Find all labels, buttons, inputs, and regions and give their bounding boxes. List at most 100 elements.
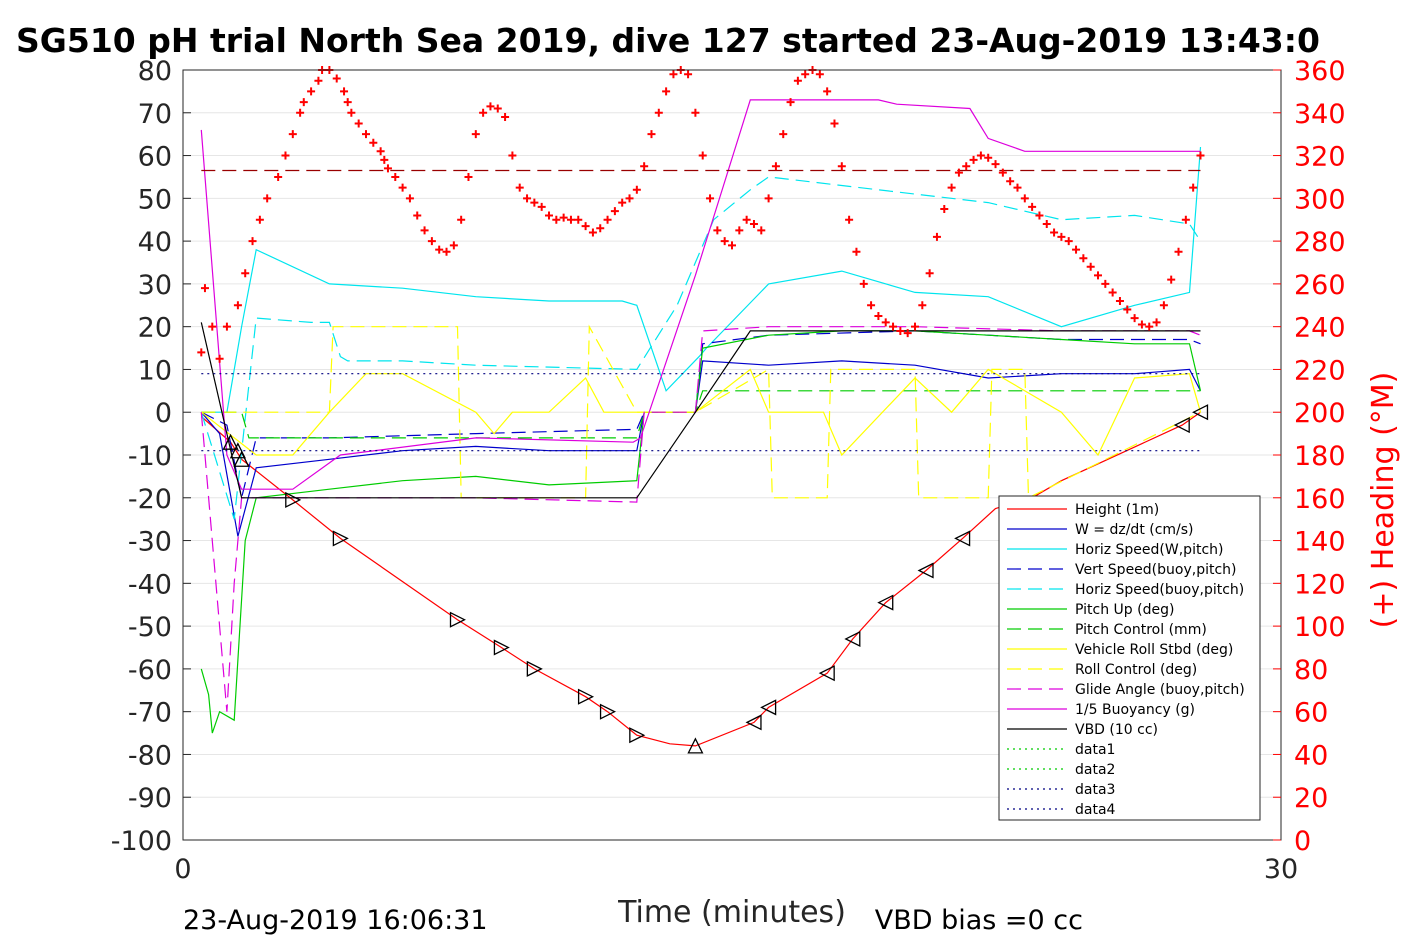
heading-point xyxy=(391,172,400,181)
heading-point xyxy=(911,322,919,331)
height-marker xyxy=(818,665,835,682)
y-right-tick-label: 0 xyxy=(1294,826,1311,857)
heading-point xyxy=(998,168,1007,177)
y-right-tick-label: 140 xyxy=(1294,527,1346,558)
y-tick-label: -80 xyxy=(128,740,172,771)
height-marker xyxy=(599,703,617,720)
heading-point xyxy=(1042,220,1051,228)
legend-label: Horiz Speed(buoy,pitch) xyxy=(1075,582,1244,598)
series-line xyxy=(200,326,1201,712)
legend-label: Vert Speed(buoy,pitch) xyxy=(1075,562,1237,578)
y-tick-label: -10 xyxy=(128,441,172,472)
heading-point xyxy=(837,162,846,171)
heading-point xyxy=(1079,254,1088,263)
heading-point xyxy=(1064,237,1073,246)
heading-point xyxy=(632,185,641,194)
height-marker xyxy=(332,530,349,547)
heading-point xyxy=(383,164,392,173)
heading-point xyxy=(1035,211,1044,220)
y-right-tick-label: 160 xyxy=(1294,484,1346,515)
heading-point xyxy=(1189,183,1198,192)
y-tick-label: 30 xyxy=(138,270,172,301)
legend-items: Height (1m) W = dz/dt (cm/s) Horiz Speed(W… xyxy=(1007,502,1245,818)
x-axis: 0 30 xyxy=(174,832,1298,885)
heading-point xyxy=(274,172,283,181)
heading-point xyxy=(823,87,832,96)
heading-point xyxy=(867,301,876,310)
heading-point xyxy=(581,222,590,231)
y-tick-label: -90 xyxy=(128,783,172,814)
heading-point xyxy=(552,215,561,224)
y-right-tick-label: 240 xyxy=(1294,313,1346,344)
y-right-tick-label: 40 xyxy=(1294,740,1328,771)
heading-point xyxy=(420,226,429,235)
heading-point xyxy=(874,311,883,320)
heading-point xyxy=(449,241,458,250)
heading-point xyxy=(1137,320,1146,329)
y-tick-label: 70 xyxy=(138,99,172,130)
heading-point xyxy=(574,215,583,224)
heading-point xyxy=(969,155,978,164)
height-marker xyxy=(449,611,466,628)
y-tick-label: 80 xyxy=(138,56,172,87)
y-tick-label: -20 xyxy=(128,484,172,515)
y-tick-label: -70 xyxy=(128,698,172,729)
heading-point xyxy=(903,329,912,338)
height-marker xyxy=(687,737,704,754)
heading-point xyxy=(566,215,575,224)
heading-point xyxy=(405,194,414,203)
legend-label: Roll Control (deg) xyxy=(1075,662,1197,678)
heading-point xyxy=(1115,297,1124,305)
y-tick-label: 20 xyxy=(138,313,172,344)
legend-label: data1 xyxy=(1075,742,1115,758)
heading-point xyxy=(471,130,480,139)
legend-label: VBD (10 cc) xyxy=(1075,722,1158,738)
series-line xyxy=(200,322,1201,499)
heading-point xyxy=(889,322,898,331)
heading-point xyxy=(801,70,810,79)
heading-point xyxy=(255,215,264,224)
height-marker xyxy=(745,714,762,731)
heading-point xyxy=(654,108,663,117)
heading-point xyxy=(413,211,422,220)
heading-point xyxy=(720,237,729,246)
heading-point xyxy=(984,153,993,162)
heading-point xyxy=(1167,275,1176,284)
left-axis: 80 70 60 50 40 30 20 10 0 -10 -20 -30 -40 -50 -60 -70 -8… xyxy=(111,56,191,857)
heading-point xyxy=(1020,194,1029,203)
heading-point xyxy=(742,215,751,224)
height-marker xyxy=(954,530,971,547)
legend-label: Pitch Control (mm) xyxy=(1075,622,1207,638)
legend-label: Horiz Speed(W,pitch) xyxy=(1075,542,1223,558)
footer-vbd-bias: VBD bias =0 cc xyxy=(875,905,1083,936)
heading-point xyxy=(596,224,605,233)
heading-point xyxy=(1159,301,1168,310)
height-marker xyxy=(1173,417,1190,434)
heading-point xyxy=(537,202,546,211)
y-tick-label: 60 xyxy=(138,142,172,173)
heading-point xyxy=(706,194,715,203)
heading-point xyxy=(479,108,488,117)
heading-point xyxy=(369,138,378,147)
heading-point xyxy=(925,269,934,278)
x-tick-label: 30 xyxy=(1264,854,1298,885)
legend-label: Vehicle Roll Stbd (deg) xyxy=(1075,642,1233,658)
heading-point xyxy=(559,213,568,222)
height-marker xyxy=(493,639,510,656)
heading-point xyxy=(1181,215,1190,224)
heading-point xyxy=(299,98,308,107)
heading-point xyxy=(307,87,316,96)
heading-point xyxy=(764,194,773,203)
heading-point xyxy=(515,183,524,192)
heading-point xyxy=(815,70,824,79)
heading-point xyxy=(1101,279,1110,288)
heading-point xyxy=(281,151,290,160)
y-tick-label: -50 xyxy=(128,612,172,643)
legend-label: data2 xyxy=(1075,762,1115,778)
heading-point xyxy=(486,102,495,111)
heading-point xyxy=(288,130,297,139)
heading-point xyxy=(1130,314,1139,323)
heading-point xyxy=(380,155,389,164)
height-marker xyxy=(229,442,246,459)
height-marker xyxy=(917,562,934,579)
